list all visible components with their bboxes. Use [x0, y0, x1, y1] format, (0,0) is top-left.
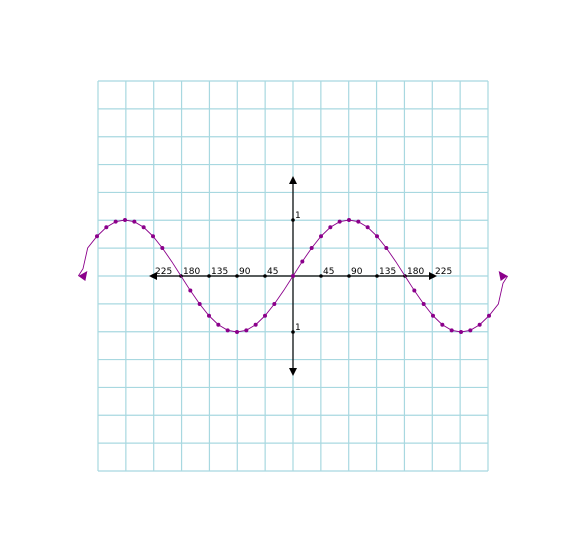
- x-tick-dot: [375, 274, 379, 278]
- data-point: [272, 302, 277, 306]
- data-point: [197, 302, 202, 306]
- x-tick-label: 225: [155, 267, 172, 277]
- data-point: [291, 274, 295, 278]
- data-point: [300, 259, 305, 264]
- x-tick-label: 90: [351, 267, 363, 277]
- data-point: [225, 328, 230, 333]
- x-tick-label: 180: [407, 267, 424, 277]
- y-tick-dot: [291, 330, 295, 334]
- x-tick-dot: [207, 274, 211, 278]
- ticks: 225 180 135 90 45 45 90 135 180 225 1 1: [151, 211, 452, 334]
- data-point: [160, 246, 165, 250]
- data-point: [384, 246, 389, 250]
- data-point: [365, 225, 370, 230]
- data-point: [216, 322, 221, 327]
- data-point: [440, 322, 445, 327]
- y-tick-label: 1: [295, 211, 301, 221]
- x-tick-dot: [263, 274, 267, 278]
- data-point: [412, 288, 417, 293]
- x-tick-label: 225: [435, 267, 452, 277]
- data-point: [188, 288, 193, 293]
- data-point: [113, 219, 118, 224]
- data-point: [95, 234, 99, 239]
- x-tick-label: 135: [379, 267, 396, 277]
- data-point: [263, 313, 267, 318]
- y-axis-down-arrow: [289, 368, 297, 376]
- data-point: [337, 219, 342, 224]
- data-point: [319, 234, 323, 239]
- data-point: [421, 302, 426, 306]
- data-point: [132, 219, 137, 224]
- series-left-arrow: [78, 271, 88, 281]
- x-tick-label: 45: [267, 267, 278, 277]
- y-tick-dot: [291, 218, 295, 222]
- x-tick-label: 135: [211, 267, 228, 277]
- data-point: [309, 246, 314, 250]
- data-point: [375, 234, 379, 239]
- series: [77, 218, 509, 334]
- x-tick-dot: [319, 274, 323, 278]
- x-tick-dot: [431, 274, 435, 278]
- data-point: [477, 322, 482, 327]
- data-point: [347, 218, 351, 222]
- x-tick-dot: [151, 274, 155, 278]
- data-point: [449, 328, 454, 333]
- series-right-arrow: [498, 271, 508, 281]
- y-tick-label: 1: [295, 323, 301, 333]
- data-point: [253, 322, 258, 327]
- data-point: [487, 313, 491, 318]
- data-point: [207, 313, 211, 318]
- x-tick-dot: [235, 274, 239, 278]
- data-point: [459, 330, 463, 334]
- data-point: [104, 225, 109, 230]
- data-point: [328, 225, 333, 230]
- data-point: [431, 313, 435, 318]
- data-point: [244, 328, 249, 333]
- x-tick-label: 45: [323, 267, 334, 277]
- x-tick-label: 90: [239, 267, 251, 277]
- data-point: [235, 330, 239, 334]
- y-axis-up-arrow: [289, 176, 297, 184]
- data-point: [151, 234, 155, 239]
- data-point: [356, 219, 361, 224]
- data-point: [123, 218, 127, 222]
- data-point: [468, 328, 473, 333]
- x-tick-label: 180: [183, 267, 200, 277]
- x-tick-dot: [347, 274, 351, 278]
- data-point: [141, 225, 146, 230]
